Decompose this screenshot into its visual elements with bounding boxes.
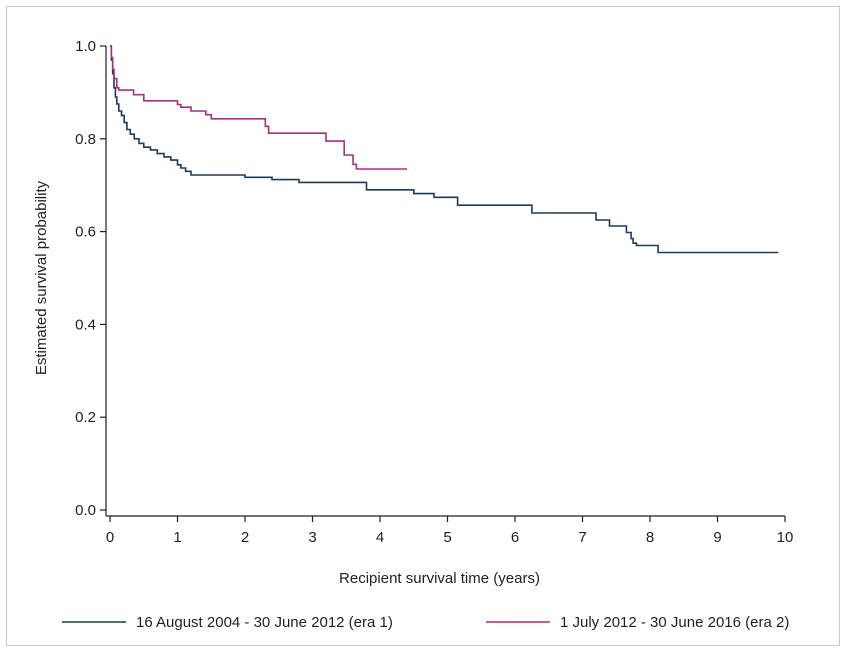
x-tick-label: 0: [106, 529, 114, 546]
x-ticks: 0 1 2 3 4 5 6 7 8 9 10: [106, 516, 794, 546]
x-tick-label: 8: [646, 529, 654, 546]
y-tick-label: 0.8: [75, 131, 96, 148]
legend-label-era-2: 1 July 2012 - 30 June 2016 (era 2): [560, 614, 789, 631]
y-tick-label: 0.0: [75, 502, 96, 519]
x-tick-label: 7: [578, 529, 586, 546]
y-tick-label: 1.0: [75, 38, 96, 55]
chart-frame: [6, 6, 840, 646]
series-line-era-1: [110, 45, 779, 254]
y-tick-label: 0.4: [75, 316, 96, 333]
series-line-era-2: [110, 45, 407, 170]
x-tick-label: 10: [777, 529, 794, 546]
legend: 16 August 2004 - 30 June 2012 (era 1) 1 …: [62, 614, 789, 631]
x-tick-label: 6: [511, 529, 519, 546]
x-tick-label: 4: [376, 529, 384, 546]
legend-label-era-1: 16 August 2004 - 30 June 2012 (era 1): [136, 614, 393, 631]
axes: [105, 46, 785, 517]
x-tick-label: 3: [308, 529, 316, 546]
x-tick-label: 5: [443, 529, 451, 546]
y-tick-label: 0.2: [75, 409, 96, 426]
y-axis-label: Estimated survival probability: [33, 180, 50, 375]
x-axis-label: Recipient survival time (years): [339, 570, 540, 587]
series-group: [110, 45, 779, 254]
y-tick-label: 0.6: [75, 224, 96, 241]
x-tick-label: 9: [713, 529, 721, 546]
x-tick-label: 2: [241, 529, 249, 546]
y-ticks: 0.0 0.2 0.4 0.6 0.8 1.0: [75, 38, 106, 519]
x-tick-label: 1: [173, 529, 181, 546]
